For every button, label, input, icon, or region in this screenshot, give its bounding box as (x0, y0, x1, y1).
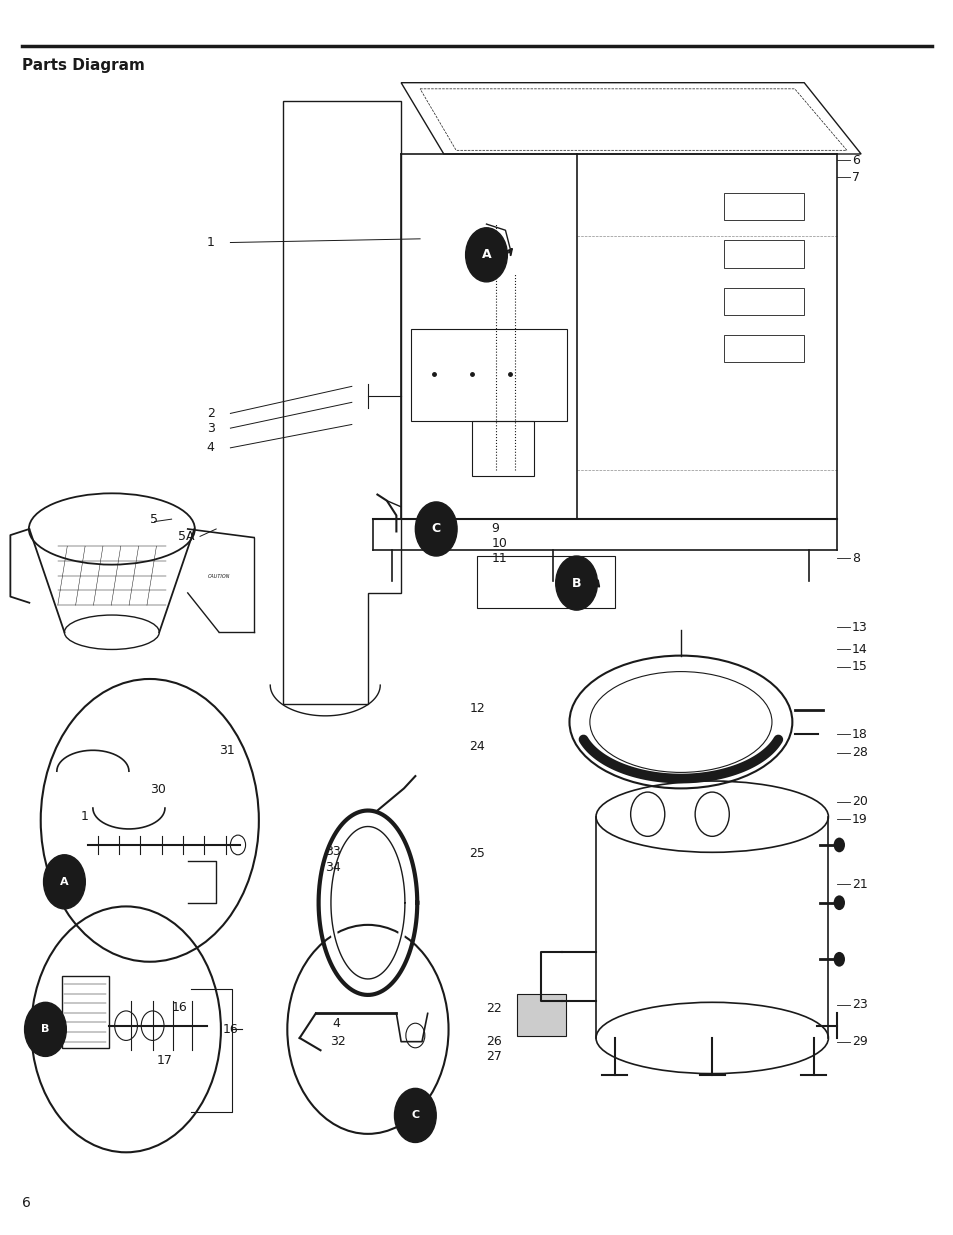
Circle shape (833, 837, 844, 852)
Text: 18: 18 (851, 727, 866, 741)
Text: 31: 31 (219, 743, 234, 757)
Text: C: C (431, 522, 440, 536)
Text: 22: 22 (486, 1002, 501, 1015)
Text: 1: 1 (207, 236, 214, 249)
Text: 28: 28 (851, 746, 866, 760)
Text: CAUTION: CAUTION (208, 574, 230, 579)
Circle shape (465, 227, 507, 282)
Text: 34: 34 (325, 861, 340, 873)
Text: 15: 15 (851, 661, 866, 673)
Text: 11: 11 (491, 552, 506, 564)
Text: 25: 25 (469, 847, 485, 860)
Text: 23: 23 (851, 998, 866, 1011)
Text: 4: 4 (333, 1016, 340, 1030)
Text: B: B (571, 577, 580, 589)
Circle shape (833, 952, 844, 967)
Text: 30: 30 (150, 783, 166, 797)
Text: 8: 8 (851, 552, 859, 564)
Text: 12: 12 (469, 701, 485, 715)
Text: 17: 17 (156, 1053, 172, 1067)
Circle shape (395, 1088, 436, 1142)
Text: A: A (60, 877, 69, 887)
Circle shape (25, 1003, 67, 1056)
Text: 9: 9 (491, 522, 498, 536)
Text: 33: 33 (325, 845, 340, 857)
Text: 1: 1 (80, 810, 89, 824)
Text: Parts Diagram: Parts Diagram (22, 58, 145, 73)
Text: 5: 5 (150, 513, 157, 526)
Bar (410, 329, 566, 421)
Bar (476, 556, 614, 608)
Circle shape (114, 1011, 137, 1040)
Text: 7: 7 (851, 170, 859, 184)
Bar (517, 994, 565, 1035)
Text: 14: 14 (851, 643, 866, 656)
Bar (62, 977, 109, 1047)
Text: 24: 24 (469, 740, 485, 753)
Text: 4: 4 (207, 441, 214, 454)
Text: 19: 19 (851, 813, 866, 826)
Text: 6: 6 (22, 1195, 30, 1210)
Circle shape (415, 501, 456, 556)
Circle shape (44, 855, 85, 909)
Text: B: B (41, 1024, 50, 1035)
Circle shape (141, 1011, 164, 1040)
Text: 16: 16 (223, 1023, 238, 1036)
Text: 20: 20 (851, 795, 866, 809)
Text: 3: 3 (207, 421, 214, 435)
Circle shape (833, 895, 844, 910)
Circle shape (556, 556, 597, 610)
Text: 32: 32 (330, 1035, 345, 1049)
Text: 2: 2 (207, 406, 214, 420)
Text: 5A: 5A (178, 530, 194, 543)
Text: C: C (411, 1110, 419, 1120)
Bar (472, 421, 534, 477)
Text: 27: 27 (486, 1050, 502, 1063)
Text: 6: 6 (851, 153, 859, 167)
Text: 10: 10 (491, 537, 507, 551)
Text: 16: 16 (172, 1000, 187, 1014)
Text: 26: 26 (486, 1035, 501, 1049)
Text: 13: 13 (851, 621, 866, 634)
Text: A: A (481, 248, 491, 262)
Text: 29: 29 (851, 1035, 866, 1049)
Text: 21: 21 (851, 878, 866, 890)
